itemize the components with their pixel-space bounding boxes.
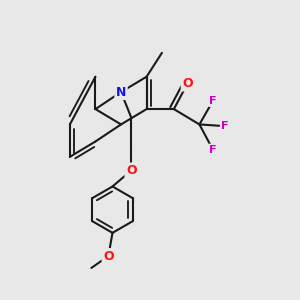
Text: F: F xyxy=(209,145,217,155)
Text: N: N xyxy=(116,85,126,98)
Text: O: O xyxy=(126,164,136,177)
Text: O: O xyxy=(103,250,114,262)
Text: F: F xyxy=(221,121,229,131)
Text: O: O xyxy=(182,77,193,90)
Text: F: F xyxy=(209,96,217,106)
